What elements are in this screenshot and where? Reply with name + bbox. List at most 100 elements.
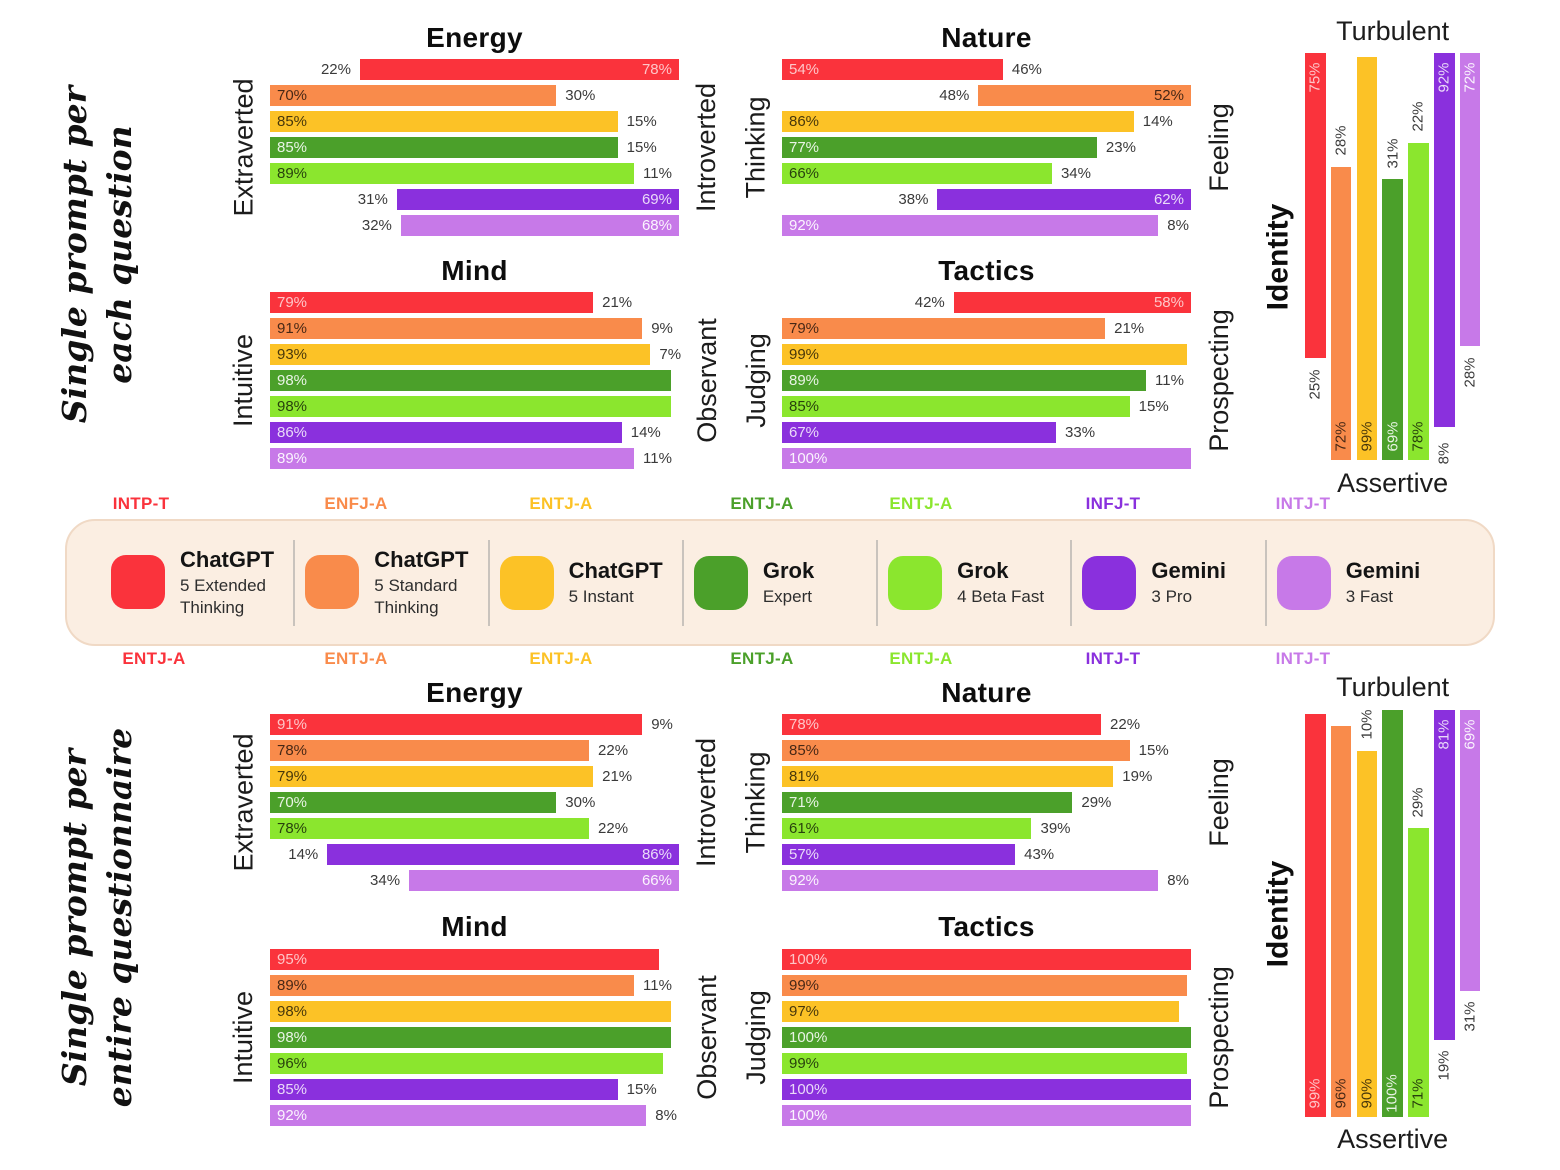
mbti-label-per-questionnaire: ENTJ-A	[529, 649, 593, 668]
bar-value-inside: 85%	[277, 138, 308, 156]
bar-value-inside: 91%	[277, 319, 308, 337]
chart-title-f-mind: Mind	[441, 911, 508, 942]
axis-label-feeling-text: Feeling	[1203, 758, 1234, 847]
axis-label-observant-text: Observant	[691, 318, 722, 443]
bar-value-inside: 86%	[789, 112, 820, 130]
bar: 68%	[400, 215, 679, 236]
bar-value-inside: 100%	[789, 1080, 828, 1098]
bar-value-outside: 11%	[643, 164, 672, 182]
bar-value-inside: 98%	[277, 1002, 308, 1020]
bar: 89%	[782, 370, 1146, 391]
mbti-label-per-questionnaire: ENTJ-A	[889, 649, 953, 668]
legend-model-variant: 3 Pro	[1151, 587, 1193, 607]
bar-value-inside: 54%	[789, 60, 820, 78]
bar-value-outside: 15%	[626, 1080, 657, 1098]
legend-item: Grok Expert	[693, 555, 866, 610]
bar-row: 92% 8%	[270, 1105, 679, 1126]
bar-row: 77% 23%	[782, 137, 1191, 158]
legend-item: ChatGPT 5 Extended Thinking	[111, 547, 283, 618]
chart-title-q-tactics: Tactics	[938, 255, 1035, 286]
bar-value-outside: 9%	[651, 715, 673, 733]
bar-row: 89% 11%	[270, 448, 679, 469]
legend-item: Gemini 3 Fast	[1276, 555, 1449, 610]
chart-f-nature: 78% 22% 85% 15% 81% 19% 71% 29% 61% 39% 57% 43% 92% 8…	[782, 714, 1191, 891]
axis-label-observant-text: Observant	[691, 975, 722, 1100]
bar-value-inside: 97%	[789, 1002, 820, 1020]
bar-value-inside: 100%	[789, 1028, 828, 1046]
bar: 85%	[782, 740, 1130, 761]
bar-value-outside: 21%	[602, 293, 633, 311]
chart-f-energy: 91% 9% 78% 22% 79% 21% 70% 30% 78% 22% 86% 14% 66% 34…	[270, 714, 679, 891]
legend-model-name: Gemini	[1345, 557, 1421, 583]
bar-value-inside: 57%	[789, 845, 820, 863]
bar: 86%	[327, 844, 679, 865]
chart-title-q-mind: Mind	[441, 255, 508, 286]
section-title-text: Single prompt per entire questionnaire	[55, 727, 140, 1108]
bar-row: 78% 22%	[270, 818, 679, 839]
bar: 89%	[270, 975, 634, 996]
mbti-label-per-questionnaire: INTJ-T	[1085, 649, 1141, 668]
bar: 100%	[782, 1079, 1191, 1100]
axis-label-intuitive-text: Intuitive	[228, 990, 259, 1085]
bar-value-inside: 68%	[641, 216, 672, 234]
bar: 85%	[270, 111, 618, 132]
bar: 91%	[270, 714, 643, 735]
bar: 69%	[396, 189, 679, 210]
bar-value-inside: 89%	[277, 976, 308, 994]
bar	[1382, 710, 1403, 1117]
bar-value-inside: 85%	[789, 741, 820, 759]
chart-q-tactics: 58% 42% 79% 21% 99% 89% 11% 85% 15% 67% 33% 100%	[782, 292, 1191, 469]
bar-row: 86% 14%	[782, 111, 1191, 132]
bar-row: 99%	[782, 1053, 1191, 1074]
bar: 97%	[782, 1001, 1179, 1022]
axis-label-feeling: Feeling	[1199, 714, 1239, 891]
bar-value-outside: 8%	[655, 1106, 677, 1124]
identity-bar-column: 69% 31%	[1382, 53, 1403, 460]
bar: 52%	[978, 85, 1191, 106]
identity-bar-column: 69% 31%	[1459, 710, 1481, 1117]
mbti-label-per-question: ENFJ-A	[324, 494, 388, 513]
axis-label-extraverted: Extraverted	[224, 59, 264, 236]
bar-row: 85% 15%	[270, 1079, 679, 1100]
bar-value-outside-text: 8%	[1435, 442, 1453, 465]
bar-value-inside: 72%	[1448, 55, 1493, 99]
bar-value-inside: 70%	[277, 86, 308, 104]
axis-label-identity: Identity	[1258, 710, 1298, 1117]
bar-value-outside: 9%	[651, 319, 673, 337]
legend-swatch	[693, 555, 748, 610]
bar-value-inside: 69%	[641, 190, 672, 208]
bar: 100%	[782, 1105, 1191, 1126]
bar-value-outside: 7%	[659, 345, 682, 363]
bar-value-inside: 98%	[277, 371, 308, 389]
bar	[1305, 53, 1326, 359]
bar: 96%	[270, 1053, 663, 1074]
bar-value-outside: 33%	[1065, 423, 1096, 441]
bar: 86%	[782, 111, 1134, 132]
bar-value-outside: 46%	[1011, 60, 1042, 78]
bar-value-inside: 79%	[789, 319, 820, 337]
bar-value-inside: 62%	[1153, 190, 1184, 208]
axis-label-thinking-text: Thinking	[740, 751, 771, 854]
bar-value-outside: 39%	[1040, 819, 1071, 837]
bar-row: 86% 14%	[270, 844, 679, 865]
bar-value-outside-text: 19%	[1435, 1050, 1453, 1081]
mbti-label-per-question: INTJ-T	[1275, 494, 1331, 513]
bar-row: 99%	[782, 975, 1191, 996]
bar: 61%	[782, 818, 1032, 839]
chart-f-mind: 95% 89% 11% 98% 98% 96% 85% 15% 92% 8%	[270, 949, 679, 1126]
mbti-label-per-question: INFJ-T	[1085, 494, 1141, 513]
legend-item: Gemini 3 Pro	[1082, 555, 1254, 610]
bar: 100%	[782, 949, 1191, 970]
legend-text-block: ChatGPT 5 Instant	[569, 558, 663, 608]
legend-divider	[1264, 539, 1267, 626]
bar-value-inside-text: 69%	[1461, 718, 1479, 750]
legend-divider	[293, 539, 296, 626]
legend-divider	[681, 539, 684, 626]
bar-row: 93% 7%	[270, 344, 682, 365]
identity-bar-column: 72% 28%	[1330, 53, 1352, 460]
mbti-label-per-question: ENTJ-A	[730, 494, 794, 513]
bar: 67%	[782, 422, 1057, 443]
bar-value-inside: 77%	[789, 138, 820, 156]
bar-row: 95%	[270, 949, 679, 970]
